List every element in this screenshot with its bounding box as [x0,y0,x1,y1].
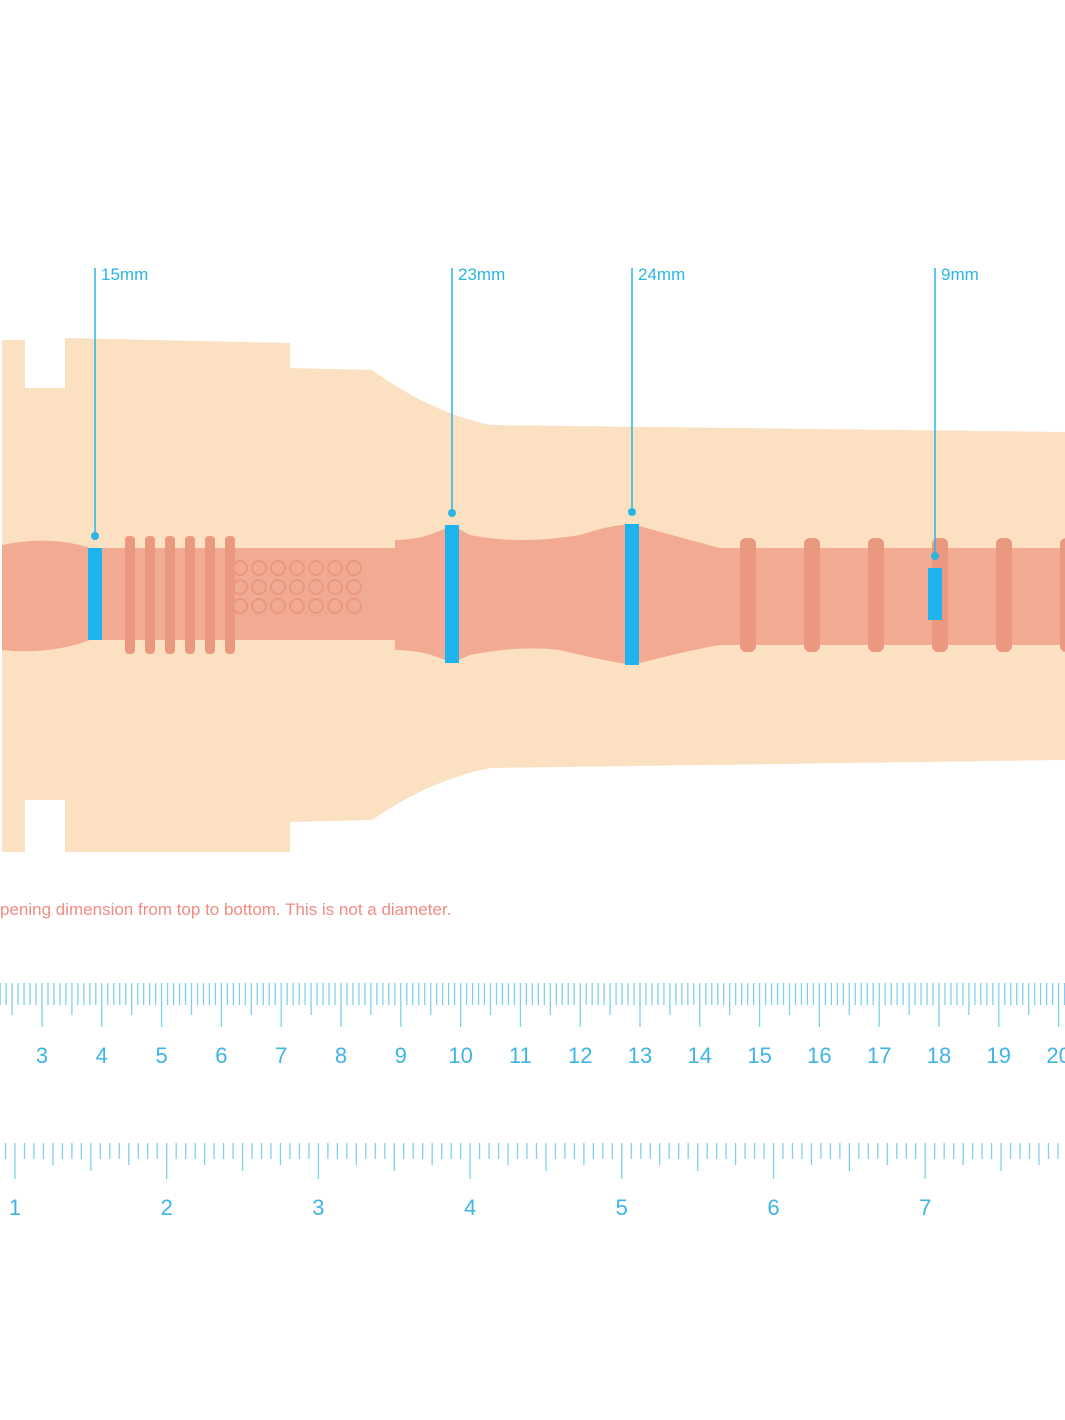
inch-label: 6 [767,1195,779,1220]
measure-bar [445,525,459,663]
bump [232,598,248,614]
leader-dot [931,552,939,560]
rib [1060,538,1065,652]
bump [346,598,362,614]
measure-bar [625,524,639,665]
rib [996,538,1012,652]
bump [289,598,305,614]
rib [165,536,175,654]
inch-label: 3 [312,1195,324,1220]
leader-dot [628,508,636,516]
measure-bar [928,568,942,620]
bump [232,579,248,595]
cm-label: 17 [867,1043,891,1068]
bump [289,579,305,595]
bump [289,560,305,576]
cm-label: 4 [96,1043,108,1068]
rib [205,536,215,654]
note: pening dimension from top to bottom. Thi… [0,900,451,919]
bump [308,579,324,595]
measure-bar [88,548,102,640]
rulers: 3 4 5 6 7 8 9 10 11 12 13 14 15 16 17 18 19 201 2 3 4 5 6 7 [0,983,1065,1220]
rib [804,538,820,652]
cm-label: 6 [215,1043,227,1068]
rib [740,538,756,652]
inch-label: 4 [464,1195,476,1220]
measure-label: 9mm [941,265,979,284]
measure-label: 15mm [101,265,148,284]
cm-label: 12 [568,1043,592,1068]
bump [270,560,286,576]
cm-label: 15 [747,1043,771,1068]
cm-label: 10 [448,1043,472,1068]
bump [327,579,343,595]
rib [145,536,155,654]
cm-label: 3 [36,1043,48,1068]
bump [308,560,324,576]
bump [346,560,362,576]
bump [251,560,267,576]
measure-label: 24mm [638,265,685,284]
bump [327,598,343,614]
cm-label: 13 [628,1043,652,1068]
cm-label: 7 [275,1043,287,1068]
cm-label: 14 [688,1043,712,1068]
bump [270,598,286,614]
leader-dot [91,532,99,540]
rib [185,536,195,654]
cm-label: 9 [395,1043,407,1068]
bump [346,579,362,595]
inch-label: 5 [616,1195,628,1220]
inch-label: 1 [9,1195,21,1220]
bump [308,598,324,614]
cm-label: 18 [927,1043,951,1068]
bump [327,560,343,576]
inch-label: 2 [161,1195,173,1220]
cm-label: 16 [807,1043,831,1068]
bump [270,579,286,595]
cm-label: 5 [155,1043,167,1068]
rib [125,536,135,654]
bump [251,598,267,614]
measure-label: 23mm [458,265,505,284]
cm-label: 8 [335,1043,347,1068]
bump [232,560,248,576]
rib [868,538,884,652]
ribs [125,536,1065,654]
measurements: 15mm 23mm 24mm 9mm [88,265,979,665]
cm-label: 11 [509,1043,532,1068]
cm-label: 20 [1046,1043,1065,1068]
leader-dot [448,509,456,517]
rib [225,536,235,654]
inch-label: 7 [919,1195,931,1220]
bump [251,579,267,595]
cm-label: 19 [987,1043,1011,1068]
